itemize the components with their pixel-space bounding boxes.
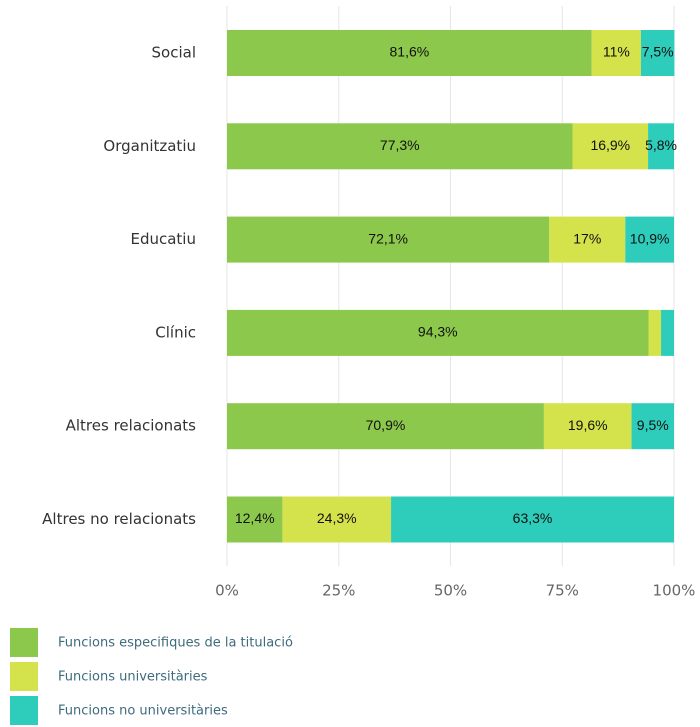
- x-tick-label: 25%: [322, 582, 355, 600]
- bar-segment: [648, 123, 674, 170]
- category-label: Clínic: [155, 323, 196, 341]
- category-label: Organitzatiu: [103, 137, 196, 155]
- bar-segment: [625, 216, 674, 263]
- value-label: 5,8%: [645, 137, 677, 153]
- bar-segment: [543, 403, 632, 450]
- value-label: 9,5%: [637, 417, 669, 433]
- bar-segment: [572, 123, 649, 170]
- bar-segment: [549, 216, 626, 263]
- value-label: 10,9%: [630, 230, 670, 246]
- legend-label: Funcions universitàries: [58, 670, 208, 685]
- legend-swatch: [10, 696, 38, 725]
- category-label: Social: [152, 44, 196, 62]
- bar-segment: [631, 403, 674, 450]
- x-tick-label: 0%: [215, 582, 239, 600]
- value-label: 94,3%: [418, 324, 458, 340]
- value-label: 72,1%: [368, 230, 408, 246]
- x-tick-label: 75%: [546, 582, 579, 600]
- bar-segment: [661, 309, 674, 356]
- value-label: 77,3%: [380, 137, 420, 153]
- x-tick-label: 50%: [434, 582, 467, 600]
- value-label: 11%: [603, 44, 630, 60]
- value-label: 17%: [573, 230, 601, 246]
- value-label: 24,3%: [317, 510, 357, 526]
- category-label: Altres no relacionats: [42, 510, 196, 528]
- category-label: Educatiu: [130, 230, 196, 248]
- legend-swatch: [10, 662, 38, 691]
- legend-swatch: [10, 628, 38, 657]
- bar-segment: [282, 496, 392, 543]
- bar-segment: [640, 30, 675, 76]
- bar-segment: [227, 216, 550, 263]
- value-label: 70,9%: [366, 417, 406, 433]
- bar-segment: [227, 123, 573, 170]
- value-label: 63,3%: [513, 510, 553, 526]
- category-label: Altres relacionats: [66, 417, 197, 435]
- bar-segment: [227, 309, 649, 356]
- value-label: 12,4%: [235, 510, 275, 526]
- legend-label: Funcions no universitàries: [58, 704, 228, 719]
- bar-segment: [591, 30, 641, 76]
- bar-segment: [648, 309, 662, 356]
- legend-label: Funcions especifiques de la titulació: [58, 636, 293, 651]
- value-label: 7,5%: [642, 44, 674, 60]
- value-label: 16,9%: [590, 137, 630, 153]
- bar-segment: [227, 496, 283, 543]
- value-label: 81,6%: [390, 44, 430, 60]
- bar-segment: [227, 403, 544, 450]
- x-tick-label: 100%: [653, 582, 696, 600]
- bar-segment: [391, 496, 674, 543]
- bar-segment: [227, 30, 592, 76]
- value-label: 19,6%: [568, 417, 608, 433]
